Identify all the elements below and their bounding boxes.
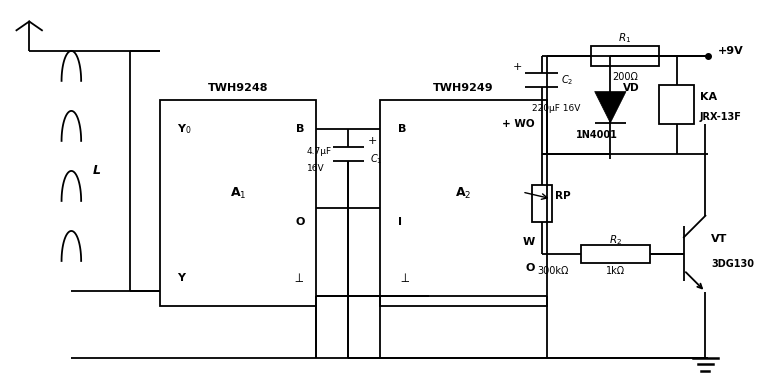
Text: L: L — [93, 164, 101, 177]
Text: A$_2$: A$_2$ — [455, 185, 471, 201]
Text: 1N4001: 1N4001 — [576, 130, 618, 140]
Text: 3DG130: 3DG130 — [711, 259, 754, 268]
Text: $\perp$: $\perp$ — [292, 272, 304, 285]
Text: R$_1$: R$_1$ — [618, 31, 632, 45]
Text: +: + — [513, 62, 522, 72]
Text: O: O — [295, 218, 304, 228]
Text: 1kΩ: 1kΩ — [606, 266, 625, 277]
Bar — [160, 100, 317, 306]
Text: TWH9248: TWH9248 — [208, 83, 269, 93]
Text: JRX-13F: JRX-13F — [699, 111, 741, 121]
Text: I: I — [398, 218, 402, 228]
Text: A$_1$: A$_1$ — [230, 185, 246, 201]
Text: VD: VD — [623, 83, 640, 93]
Bar — [532, 185, 552, 223]
Bar — [380, 100, 547, 306]
Text: B: B — [296, 124, 304, 134]
Text: VT: VT — [711, 234, 728, 244]
Text: $\perp$: $\perp$ — [398, 272, 410, 285]
Text: RP: RP — [555, 191, 571, 201]
Text: C$_1$: C$_1$ — [369, 152, 382, 165]
Text: R$_2$: R$_2$ — [609, 233, 622, 247]
Text: 200Ω: 200Ω — [612, 72, 638, 82]
Bar — [591, 46, 659, 65]
Bar — [581, 245, 649, 263]
Text: +: + — [368, 136, 377, 146]
Text: Y: Y — [177, 273, 185, 283]
Text: + WO: + WO — [503, 119, 535, 129]
Polygon shape — [594, 92, 626, 123]
Text: C$_2$: C$_2$ — [562, 74, 574, 87]
Text: Y$_0$: Y$_0$ — [177, 123, 192, 136]
Text: +9V: +9V — [718, 46, 744, 56]
Text: O: O — [526, 264, 535, 273]
Text: 300kΩ: 300kΩ — [537, 266, 568, 277]
Text: KA: KA — [699, 92, 717, 102]
Text: B: B — [398, 124, 406, 134]
Text: W: W — [522, 237, 535, 247]
Text: 16V: 16V — [307, 164, 324, 173]
Text: 4.7μF: 4.7μF — [307, 147, 332, 156]
Bar — [659, 85, 694, 124]
Text: TWH9249: TWH9249 — [433, 83, 493, 93]
Text: 220μF 16V: 220μF 16V — [532, 104, 581, 113]
